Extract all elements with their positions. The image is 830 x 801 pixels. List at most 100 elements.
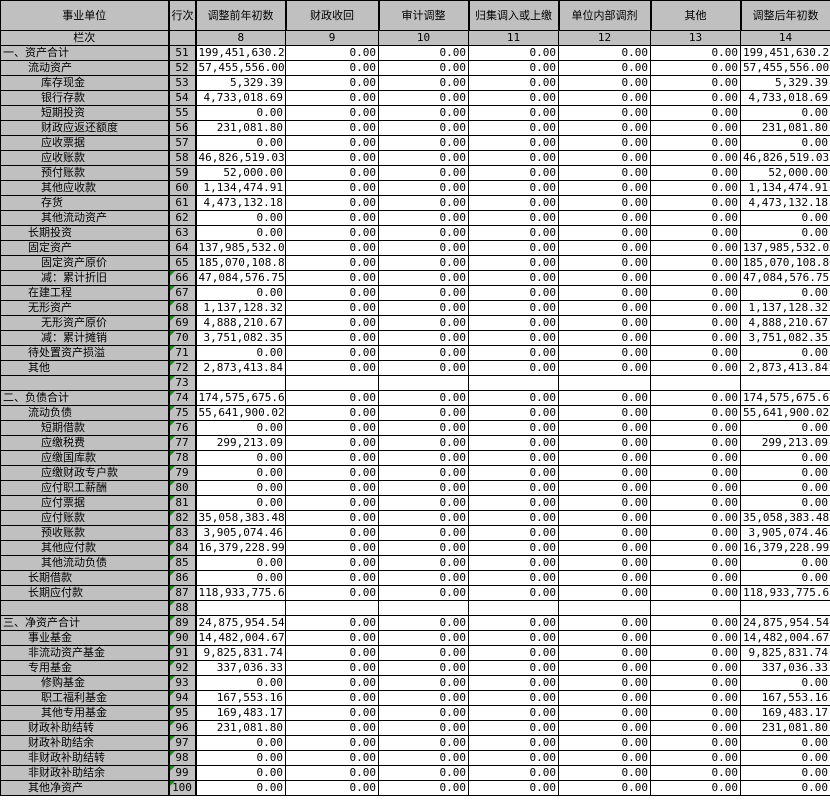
value-cell[interactable]: 0.00	[468, 465, 559, 481]
row-label[interactable]: 固定资产原价	[0, 255, 170, 271]
value-cell[interactable]: 0.00	[285, 75, 379, 91]
value-cell[interactable]	[650, 375, 741, 391]
row-label[interactable]: 在建工程	[0, 285, 170, 301]
row-label[interactable]: 应缴税费	[0, 435, 170, 451]
value-cell[interactable]: 47,084,576.75	[740, 270, 830, 286]
value-cell[interactable]: 0.00	[378, 180, 469, 196]
value-cell[interactable]: 0.00	[650, 285, 741, 301]
value-cell[interactable]: 0.00	[378, 585, 469, 601]
value-cell[interactable]: 0.00	[468, 60, 559, 76]
value-cell[interactable]: 0.00	[378, 165, 469, 181]
value-cell[interactable]: 0.00	[650, 510, 741, 526]
value-cell[interactable]: 0.00	[285, 570, 379, 586]
value-cell[interactable]: 35,058,383.48	[740, 510, 830, 526]
row-number[interactable]: 95	[168, 705, 197, 721]
value-cell[interactable]: 0.00	[195, 555, 286, 571]
value-cell[interactable]: 169,483.17	[740, 705, 830, 721]
value-cell[interactable]: 0.00	[285, 195, 379, 211]
value-cell[interactable]: 0.00	[740, 480, 830, 496]
value-cell[interactable]: 0.00	[285, 735, 379, 751]
value-cell[interactable]: 0.00	[468, 315, 559, 331]
row-number[interactable]: 78	[168, 450, 197, 466]
value-cell[interactable]: 0.00	[195, 570, 286, 586]
value-cell[interactable]: 16,379,228.99	[740, 540, 830, 556]
row-number[interactable]: 82	[168, 510, 197, 526]
value-cell[interactable]: 0.00	[468, 690, 559, 706]
value-cell[interactable]: 2,873,413.84	[195, 360, 286, 376]
value-cell[interactable]: 0.00	[558, 735, 651, 751]
row-label[interactable]: 存货	[0, 195, 170, 211]
value-cell[interactable]: 0.00	[558, 195, 651, 211]
value-cell[interactable]: 0.00	[740, 765, 830, 781]
value-cell[interactable]: 0.00	[195, 420, 286, 436]
value-cell[interactable]: 0.00	[285, 765, 379, 781]
column-header[interactable]: 事业单位	[0, 0, 170, 31]
row-number[interactable]: 94	[168, 690, 197, 706]
value-cell[interactable]: 0.00	[650, 330, 741, 346]
value-cell[interactable]: 0.00	[558, 240, 651, 256]
value-cell[interactable]: 0.00	[468, 255, 559, 271]
value-cell[interactable]: 0.00	[558, 390, 651, 406]
value-cell[interactable]: 0.00	[558, 180, 651, 196]
value-cell[interactable]: 0.00	[468, 300, 559, 316]
value-cell[interactable]: 52,000.00	[195, 165, 286, 181]
value-cell[interactable]: 0.00	[285, 270, 379, 286]
value-cell[interactable]: 0.00	[650, 495, 741, 511]
row-label[interactable]: 库存现金	[0, 75, 170, 91]
value-cell[interactable]: 231,081.80	[740, 120, 830, 136]
value-cell[interactable]: 4,733,018.69	[740, 90, 830, 106]
value-cell[interactable]: 0.00	[378, 390, 469, 406]
value-cell[interactable]: 0.00	[378, 45, 469, 61]
row-number[interactable]: 54	[168, 90, 197, 106]
value-cell[interactable]: 0.00	[285, 300, 379, 316]
row-number[interactable]: 71	[168, 345, 197, 361]
value-cell[interactable]: 0.00	[378, 225, 469, 241]
value-cell[interactable]: 0.00	[285, 705, 379, 721]
value-cell[interactable]: 0.00	[558, 765, 651, 781]
value-cell[interactable]: 0.00	[195, 105, 286, 121]
value-cell[interactable]: 0.00	[378, 210, 469, 226]
value-cell[interactable]: 0.00	[740, 495, 830, 511]
value-cell[interactable]: 0.00	[740, 225, 830, 241]
value-cell[interactable]: 9,825,831.74	[740, 645, 830, 661]
value-cell[interactable]: 0.00	[740, 450, 830, 466]
value-cell[interactable]: 0.00	[378, 315, 469, 331]
value-cell[interactable]: 0.00	[558, 690, 651, 706]
value-cell[interactable]: 2,873,413.84	[740, 360, 830, 376]
value-cell[interactable]: 0.00	[285, 150, 379, 166]
value-cell[interactable]: 0.00	[285, 675, 379, 691]
value-cell[interactable]: 0.00	[468, 765, 559, 781]
value-cell[interactable]: 0.00	[195, 135, 286, 151]
value-cell[interactable]: 1,137,128.32	[740, 300, 830, 316]
value-cell[interactable]: 0.00	[650, 435, 741, 451]
value-cell[interactable]: 0.00	[285, 630, 379, 646]
value-cell[interactable]: 299,213.09	[195, 435, 286, 451]
value-cell[interactable]: 0.00	[285, 390, 379, 406]
value-cell[interactable]: 0.00	[468, 525, 559, 541]
value-cell[interactable]: 0.00	[285, 105, 379, 121]
row-label[interactable]: 流动资产	[0, 60, 170, 76]
value-cell[interactable]: 0.00	[558, 525, 651, 541]
value-cell[interactable]: 0.00	[650, 225, 741, 241]
value-cell[interactable]: 0.00	[558, 300, 651, 316]
row-number[interactable]: 55	[168, 105, 197, 121]
value-cell[interactable]: 0.00	[650, 150, 741, 166]
row-label[interactable]: 财政补助结转	[0, 720, 170, 736]
row-label[interactable]: 三、净资产合计	[0, 615, 170, 631]
row-number[interactable]: 85	[168, 555, 197, 571]
value-cell[interactable]: 0.00	[378, 555, 469, 571]
value-cell[interactable]: 0.00	[378, 630, 469, 646]
value-cell[interactable]: 0.00	[468, 615, 559, 631]
value-cell[interactable]	[740, 375, 830, 391]
value-cell[interactable]: 57,455,556.00	[740, 60, 830, 76]
value-cell[interactable]: 0.00	[558, 210, 651, 226]
value-cell[interactable]: 0.00	[378, 435, 469, 451]
value-cell[interactable]: 0.00	[650, 585, 741, 601]
row-label[interactable]: 短期借款	[0, 420, 170, 436]
value-cell[interactable]: 0.00	[650, 135, 741, 151]
row-number[interactable]: 65	[168, 255, 197, 271]
value-cell[interactable]: 0.00	[195, 225, 286, 241]
row-number[interactable]: 59	[168, 165, 197, 181]
value-cell[interactable]: 0.00	[468, 435, 559, 451]
row-label[interactable]: 专用基金	[0, 660, 170, 676]
